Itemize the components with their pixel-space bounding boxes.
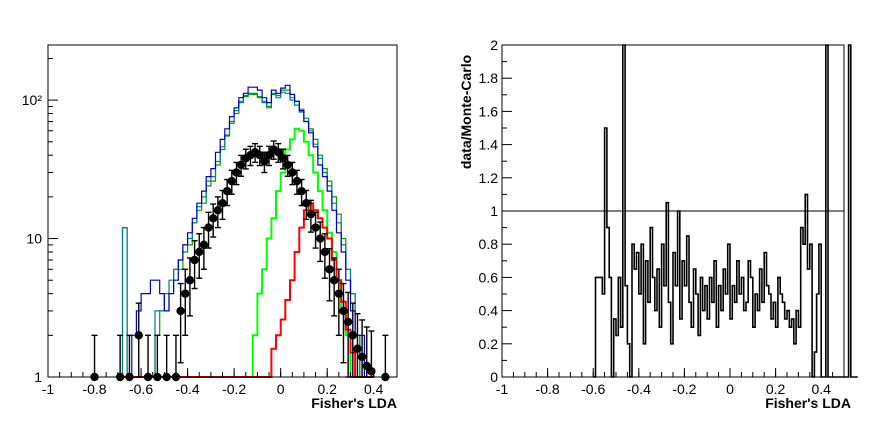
- left-series-group: [90, 84, 390, 382]
- right-x-axis-ticks: -1 -0.8 -0.6 -0.4 -0.2 0 0.2 0.4: [496, 368, 845, 397]
- data-point: [274, 148, 283, 157]
- data-point: [339, 306, 348, 316]
- data-point: [334, 289, 344, 298]
- data-point: [208, 214, 218, 223]
- data-point: [302, 199, 311, 208]
- right-x-tick-label: -0.6: [581, 381, 605, 397]
- right-x-axis-label: Fisher's LDA: [765, 395, 851, 411]
- left-series-line-2: [122, 84, 374, 378]
- right-y-axis-label: data/Monte-Carlo: [458, 55, 474, 169]
- right-y-tick-label: 0.6: [479, 269, 499, 285]
- data-point: [204, 223, 213, 232]
- data-point: [190, 255, 199, 265]
- right-x-tick-label: 0: [726, 381, 734, 397]
- left-x-tick-label: 0.2: [317, 381, 337, 397]
- right-y-tick-label: 0.2: [479, 336, 499, 352]
- left-y-axis-ticks: 1 10 10²: [22, 57, 58, 385]
- data-point: [260, 157, 269, 166]
- data-point: [292, 176, 302, 186]
- data-point: [297, 186, 306, 196]
- data-point: [348, 331, 357, 340]
- left-x-tick-label: -0.6: [129, 381, 153, 397]
- left-y-tick-label: 10²: [22, 92, 43, 108]
- data-point: [176, 306, 185, 316]
- data-point: [185, 276, 195, 285]
- right-series-group: [593, 44, 858, 378]
- ratio-histogram: [593, 44, 858, 378]
- right-x-tick-label: -0.8: [536, 381, 560, 397]
- data-point: [306, 209, 316, 219]
- data-point: [236, 160, 246, 170]
- right-y-tick-label: 0.8: [479, 236, 499, 252]
- left-plot-panel: -1 -0.8 -0.6 -0.4 -0.2 0 0.2 0.4 1 10 10² Fisher'…: [22, 44, 398, 411]
- data-point: [325, 265, 334, 274]
- left-series-line-0: [121, 89, 374, 378]
- data-point: [213, 206, 223, 215]
- data-point: [199, 240, 209, 250]
- right-y-tick-label: 2: [490, 37, 498, 53]
- data-point: [195, 247, 204, 257]
- right-x-tick-label: -1: [496, 381, 509, 397]
- right-y-tick-label: 0.4: [479, 303, 499, 319]
- right-plot-panel: -1 -0.8 -0.6 -0.4 -0.2 0 0.2 0.4 0 0.2 0.4 0.6 0.8 1…: [458, 37, 858, 411]
- right-y-tick-label: 1: [490, 203, 498, 219]
- data-point: [311, 223, 320, 232]
- left-series-line-1: [121, 91, 374, 378]
- left-x-axis-ticks: -1 -0.8 -0.6 -0.4 -0.2 0 0.2 0.4: [42, 368, 398, 397]
- right-y-axis-ticks: 0 0.2 0.4 0.6 0.8 1 1.2 1.4 1.6 1.8 2: [479, 37, 512, 385]
- left-x-tick-label: -1: [42, 381, 55, 397]
- left-x-tick-label: -0.2: [222, 381, 246, 397]
- right-y-tick-label: 0: [490, 369, 498, 385]
- left-y-tick-label: 1: [34, 369, 42, 385]
- data-point: [232, 168, 241, 177]
- left-x-tick-label: -0.8: [82, 381, 106, 397]
- left-x-axis-label: Fisher's LDA: [311, 395, 397, 411]
- left-x-tick-label: -0.4: [176, 381, 200, 397]
- data-point: [181, 289, 190, 298]
- data-point: [278, 154, 288, 163]
- right-x-tick-label: -0.4: [627, 381, 651, 397]
- right-y-tick-label: 1.8: [479, 70, 499, 86]
- data-point: [343, 317, 353, 327]
- data-point: [367, 367, 376, 376]
- right-x-tick-label: 0.4: [811, 381, 831, 397]
- data-point: [329, 276, 339, 285]
- right-x-tick-label: -0.2: [672, 381, 696, 397]
- data-point: [222, 186, 232, 196]
- data-point: [316, 234, 325, 243]
- right-y-tick-label: 1.2: [479, 170, 499, 186]
- left-x-tick-label: 0.4: [364, 381, 384, 397]
- data-point: [288, 168, 297, 177]
- data-point: [353, 344, 362, 353]
- data-point: [264, 150, 274, 160]
- left-x-tick-label: 0: [277, 381, 285, 397]
- right-x-tick-label: 0.2: [766, 381, 786, 397]
- left-y-tick-label: 10: [26, 231, 42, 247]
- data-point: [357, 352, 367, 361]
- data-point: [134, 331, 143, 340]
- right-y-tick-label: 1.6: [479, 103, 499, 119]
- data-point: [320, 247, 330, 257]
- data-point: [255, 150, 264, 160]
- data-point: [227, 176, 237, 186]
- right-y-tick-label: 1.4: [479, 137, 499, 153]
